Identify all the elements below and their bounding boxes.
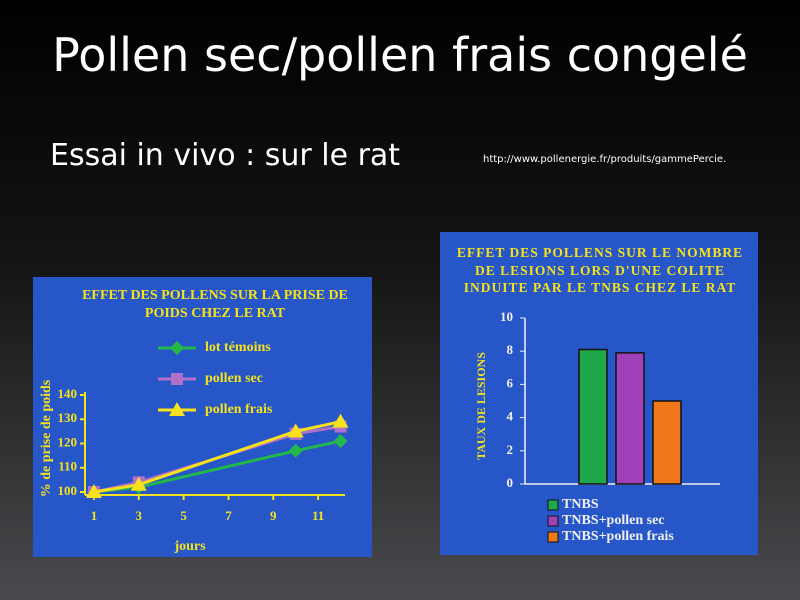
legend-marker [169, 402, 185, 416]
x-tick-label: 1 [91, 508, 98, 523]
y-tick-label: 2 [507, 442, 514, 457]
x-tick-label: 5 [180, 508, 187, 523]
data-point [288, 443, 303, 458]
slide-title: Pollen sec/pollen frais congelé [52, 28, 748, 82]
y-tick-label: 10 [500, 309, 513, 324]
chart-title: EFFET DES POLLENS SUR LA PRISE DE POIDS … [82, 288, 348, 322]
y-tick-label: 130 [58, 410, 78, 425]
x-axis-label: jours [173, 539, 206, 554]
source-url: http://www.pollenergie.fr/produits/gamme… [483, 154, 727, 165]
data-point [287, 423, 304, 438]
series-line [93, 420, 341, 494]
bar [615, 352, 645, 485]
bar [652, 400, 682, 485]
bar [578, 348, 608, 485]
y-tick-label: 8 [507, 342, 514, 357]
x-tick-label: 3 [136, 508, 143, 523]
legend-label: pollen frais [205, 402, 273, 417]
y-tick-label: 4 [507, 409, 514, 424]
y-tick-label: 0 [507, 475, 514, 490]
x-tick-label: 7 [225, 508, 232, 523]
legend-swatch [547, 515, 559, 527]
legend-swatch [547, 499, 559, 511]
legend-swatch [547, 531, 559, 543]
y-tick-label: 100 [58, 483, 78, 498]
y-tick-label: 120 [58, 434, 78, 449]
y-tick-label: 110 [58, 459, 77, 474]
y-axis-label: % de prise de poids [39, 379, 54, 497]
legend-label: lot témoins [205, 340, 271, 355]
y-axis-label: TAUX DE LESIONS [474, 352, 488, 460]
legend-label: pollen sec [205, 371, 263, 386]
data-point [332, 413, 349, 428]
y-tick-label: 140 [58, 386, 78, 401]
legend-label: TNBS+pollen sec [562, 513, 665, 528]
chart-panel [33, 277, 372, 557]
legend-marker [170, 341, 184, 355]
data-point [333, 434, 348, 449]
y-tick-label: 6 [507, 375, 514, 390]
legend-label: TNBS [562, 497, 599, 512]
slide-subtitle: Essai in vivo : sur le rat [50, 138, 401, 173]
data-point [85, 484, 102, 498]
data-point [130, 476, 147, 491]
legend-label: TNBS+pollen frais [562, 529, 674, 544]
legend-marker [171, 373, 183, 385]
chart-title: EFFET DES POLLENS SUR LE NOMBRE DE LESIO… [456, 245, 744, 296]
x-tick-label: 11 [312, 508, 324, 523]
x-tick-label: 9 [270, 508, 277, 523]
